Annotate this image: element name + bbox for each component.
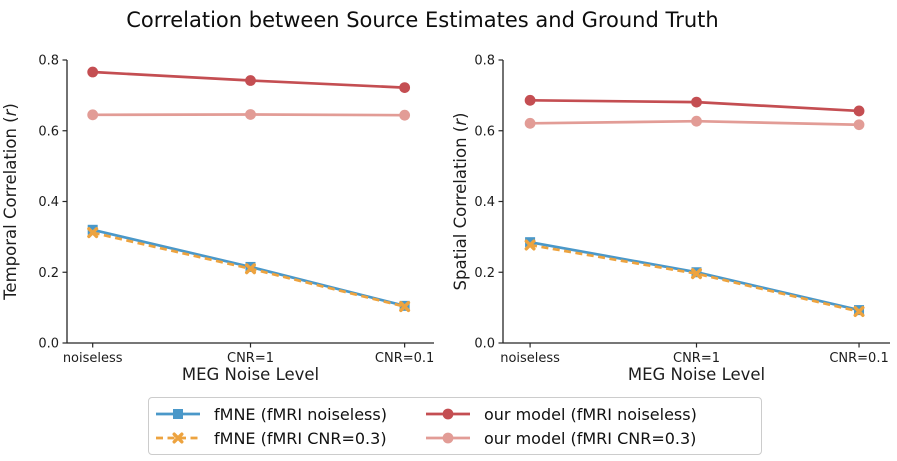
- data-point-marker: [442, 408, 454, 420]
- y-tick-label: 0.4: [38, 195, 59, 210]
- axes: 0.0 0.2 0.4 0.6 0.8 noiseless CNR=1 CNR=0.1 MEG …: [1, 54, 434, 385]
- data-point-marker: [245, 75, 256, 86]
- x-tick-label: CNR=0.1: [375, 351, 434, 366]
- data-point-marker: [691, 96, 702, 108]
- legend-label: our model (fMRI noiseless): [483, 404, 697, 424]
- data-point-marker: [524, 94, 536, 106]
- y-tick-label: 0.2: [474, 266, 495, 281]
- y-tick-label: 0.6: [474, 124, 495, 139]
- data-point-marker: [245, 263, 256, 275]
- series-fmne-fmri-cnr-0-3: [524, 239, 865, 318]
- data-point-marker: [87, 224, 98, 235]
- charts-row: 0.0 0.2 0.4 0.6 0.8 noiseless CNR=1 CNR=0.1 MEG …: [0, 40, 897, 392]
- data-point-marker: [853, 105, 865, 117]
- legend-item-fmne-fmri-cnr-0-3: fMNE (fMRI CNR=0.3): [155, 429, 387, 448]
- series-line: [529, 243, 860, 313]
- data-point-marker: [853, 119, 865, 131]
- data-point-marker: [853, 306, 865, 318]
- chart-legend: fMNE (fMRI noiseless) fMNE (fMRI CNR=0.3)…: [148, 397, 762, 455]
- series-our-model-fmri-cnr-0-3: [87, 109, 411, 121]
- y-tick-label: 0.8: [474, 54, 495, 69]
- x-axis-label: MEG Noise Level: [182, 365, 319, 384]
- legend-swatch-x-icon: [156, 432, 200, 444]
- series-fmne-fmri-cnr-0-3: [87, 227, 411, 313]
- data-point-marker: [442, 432, 454, 444]
- data-point-marker: [172, 432, 184, 444]
- data-point-marker: [87, 66, 99, 78]
- legend-label: fMNE (fMRI noiseless): [214, 404, 387, 424]
- legend-item-fmne-fmri-noiseless: fMNE (fMRI noiseless): [155, 405, 387, 424]
- data-point-marker: [524, 117, 536, 129]
- y-tick-label: 0.4: [474, 195, 495, 210]
- y-tick-label: 0.2: [38, 266, 59, 281]
- legend-swatch-circle-icon: [425, 432, 470, 444]
- data-point-marker: [399, 82, 411, 93]
- legend-item-our-model-fmri-noiseless: our model (fMRI noiseless): [425, 405, 697, 424]
- temporal-correlation-chart: 0.0 0.2 0.4 0.6 0.8 noiseless CNR=1 CNR=0.1 MEG …: [1, 54, 434, 385]
- y-tick-label: 0.0: [474, 337, 495, 352]
- spatial-correlation-chart: 0.0 0.2 0.4 0.6 0.8 noiseless CNR=1 CNR=0.1 MEG …: [451, 54, 890, 384]
- y-tick-label: 0.0: [38, 337, 59, 352]
- y-axis-label: Spatial Correlation (r): [451, 113, 470, 291]
- x-tick-label: noiseless: [500, 351, 560, 366]
- series-our-model-fmri-noiseless: [87, 66, 411, 93]
- series-our-model-fmri-noiseless: [524, 94, 865, 117]
- legend-label: our model (fMRI CNR=0.3): [483, 428, 697, 448]
- data-point-marker: [87, 227, 99, 239]
- x-tick-label: CNR=1: [673, 351, 720, 366]
- x-tick-label: CNR=1: [227, 351, 274, 366]
- x-tick-label: noiseless: [63, 351, 123, 366]
- legend-label: fMNE (fMRI CNR=0.3): [214, 428, 387, 448]
- y-axis-label: Temporal Correlation (r): [1, 103, 20, 301]
- y-tick-label: 0.6: [38, 124, 59, 139]
- series-our-model-fmri-cnr-0-3: [524, 115, 865, 131]
- data-point-marker: [173, 409, 183, 419]
- legend-item-our-model-fmri-cnr-0-3: our model (fMRI CNR=0.3): [425, 429, 697, 448]
- data-point-marker: [691, 115, 702, 127]
- data-point-marker: [87, 109, 99, 121]
- data-point-marker: [524, 239, 536, 251]
- axes: 0.0 0.2 0.4 0.6 0.8 noiseless CNR=1 CNR=0.1 MEG …: [451, 54, 890, 384]
- legend-swatch-square-icon: [156, 409, 200, 419]
- x-axis-label: MEG Noise Level: [628, 365, 765, 384]
- data-point-marker: [691, 268, 702, 280]
- y-tick-label: 0.8: [38, 54, 59, 69]
- legend-swatch-circle-icon: [425, 408, 470, 420]
- data-point-marker: [399, 109, 411, 121]
- data-point-marker: [525, 237, 536, 248]
- figure-title: Correlation between Source Estimates and…: [126, 8, 719, 32]
- data-point-marker: [399, 301, 411, 313]
- data-point-marker: [245, 109, 256, 120]
- x-tick-label: CNR=0.1: [829, 351, 888, 366]
